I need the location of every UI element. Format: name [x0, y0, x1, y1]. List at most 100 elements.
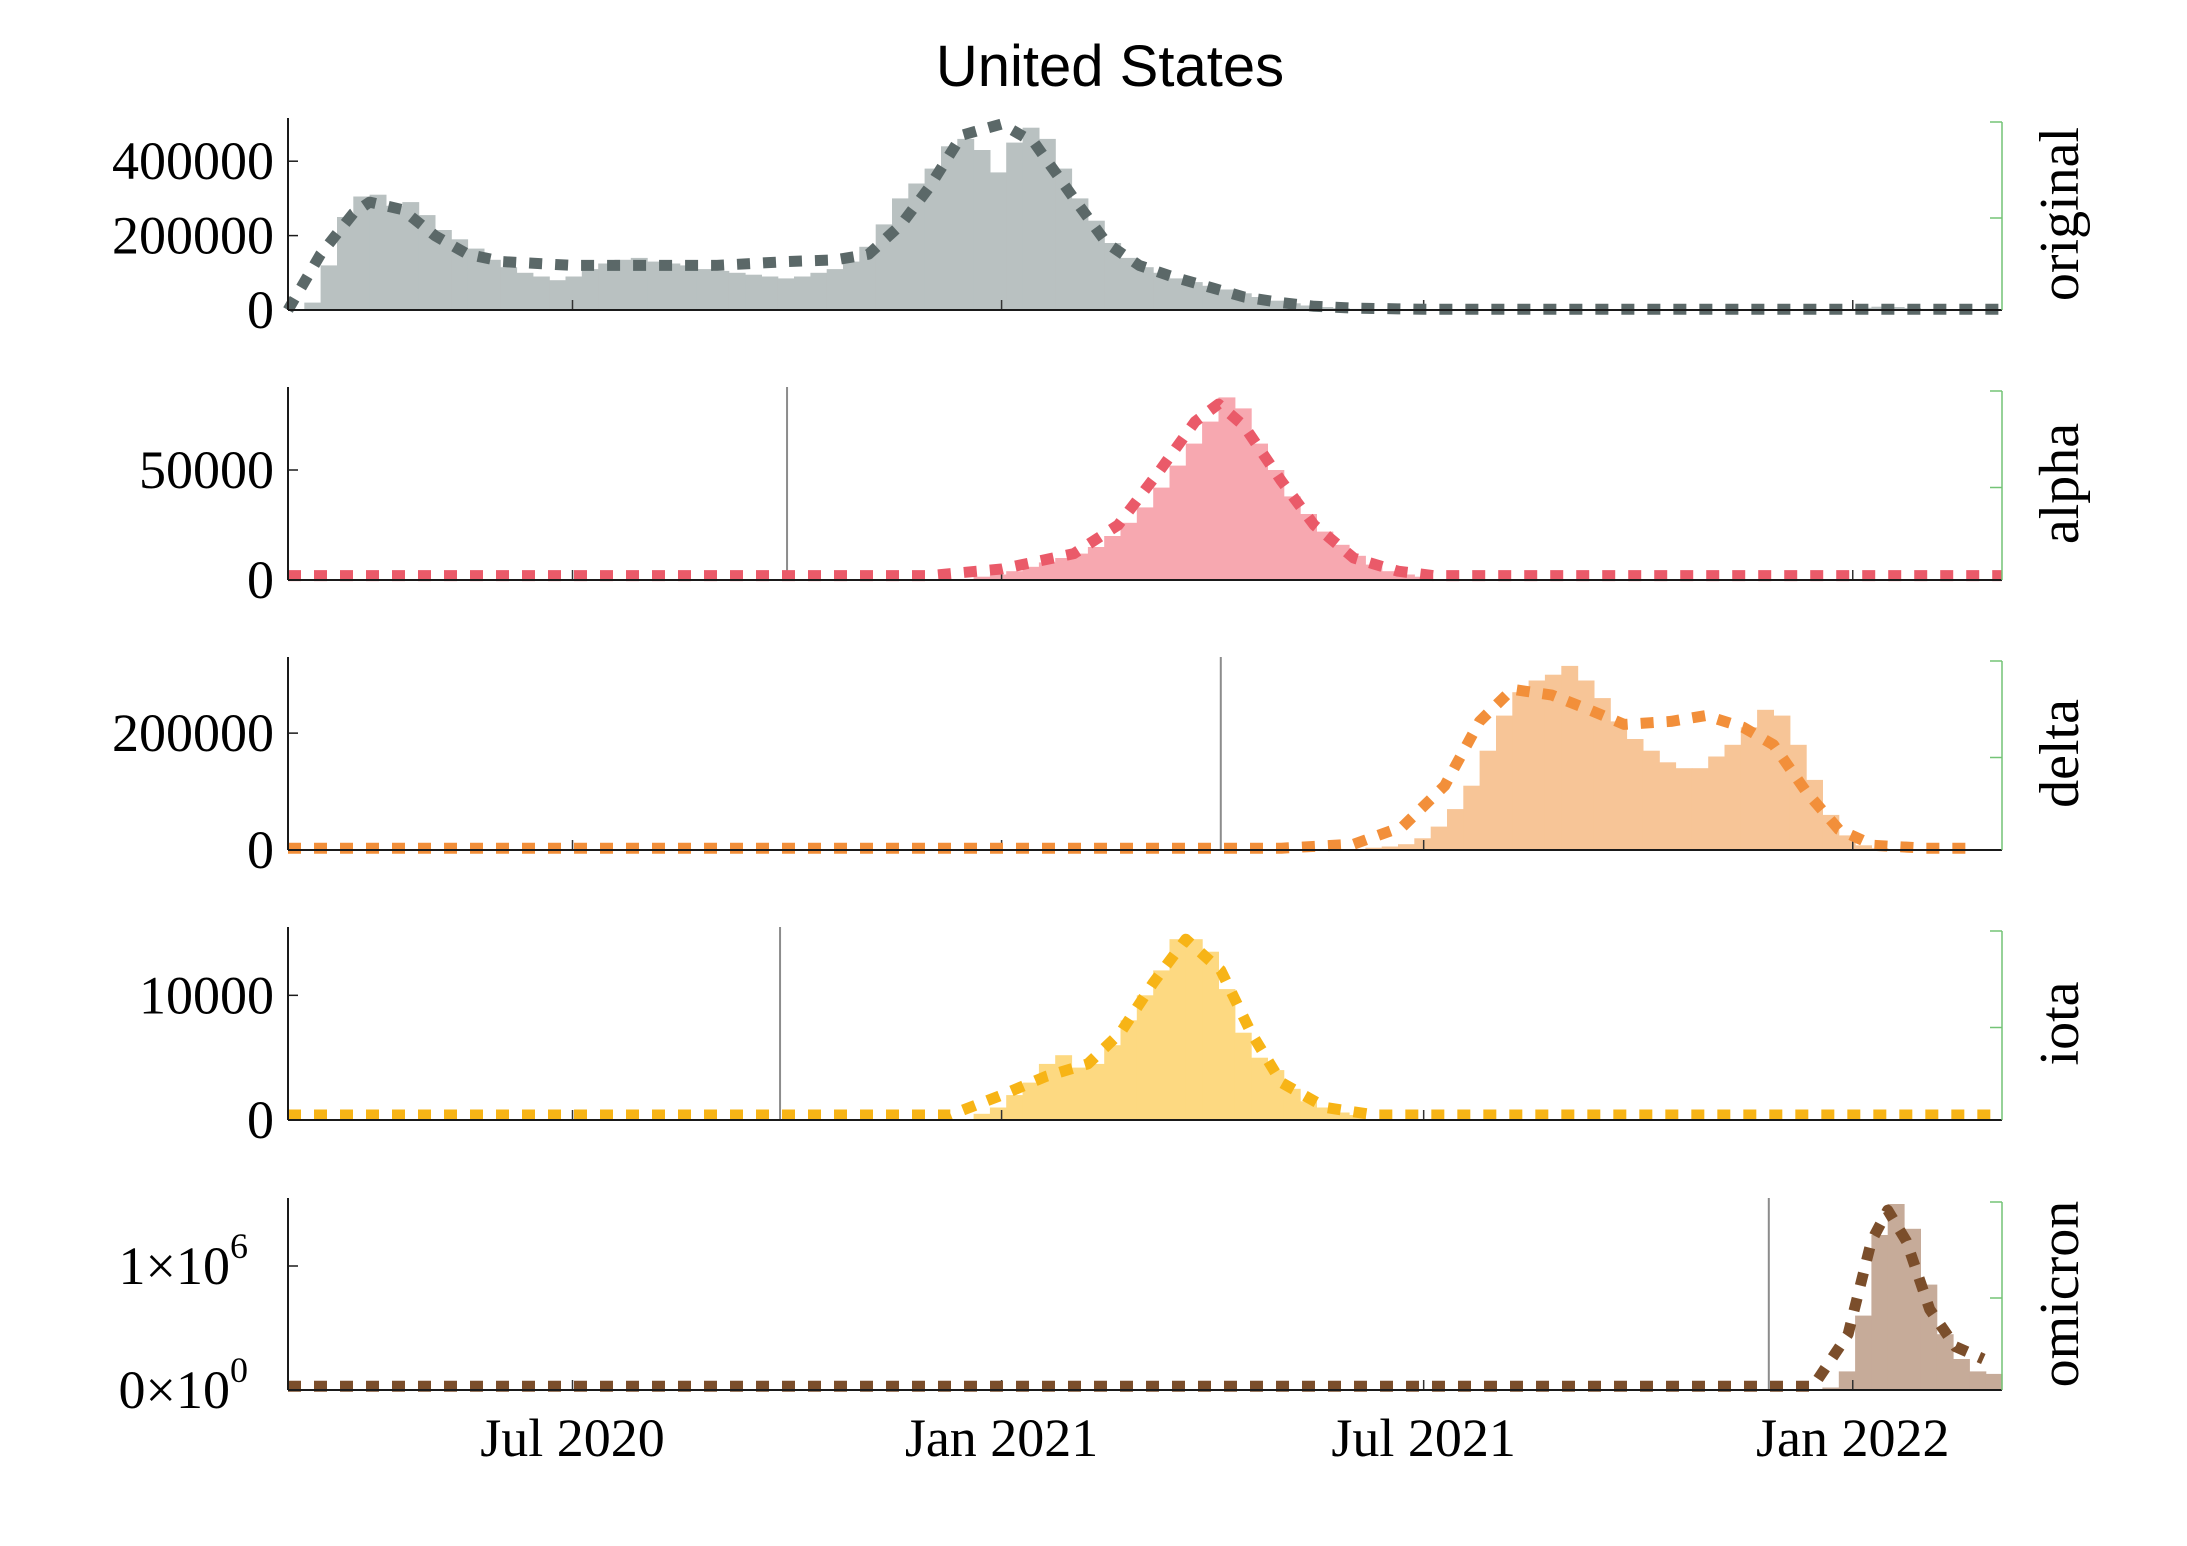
delta-bar [1610, 721, 1628, 850]
panel-iota: 0 10000 iota [139, 927, 2091, 1150]
delta-y-tick-label: 0 [247, 820, 274, 880]
x-tick-label: Jan 2022 [1756, 1408, 1949, 1468]
omicron-bar [1936, 1334, 1954, 1390]
iota-panel-label: iota [2029, 981, 2091, 1065]
alpha-bar [989, 574, 1007, 580]
alpha-bar [1218, 397, 1236, 580]
delta-bar [1463, 785, 1481, 850]
original-bar [1185, 282, 1203, 310]
original-bar [598, 263, 616, 310]
original-bar [957, 138, 975, 310]
original-bar [1120, 257, 1138, 310]
original-bar [989, 172, 1007, 310]
original-bar [337, 217, 354, 310]
iota-fit-line [288, 933, 2002, 1121]
original-bar [1153, 272, 1171, 310]
delta-bar [1724, 744, 1742, 850]
delta-bars [1365, 665, 1889, 851]
panel-alpha: 0 50000 alpha [139, 387, 2091, 610]
original-y-tick-label: 400000 [112, 131, 274, 191]
delta-bar [1561, 665, 1579, 850]
delta-bar [1414, 838, 1432, 850]
chart-title: United States [936, 34, 1284, 99]
delta-bar [1773, 715, 1791, 850]
panel-original: 0 200000 400000 original [112, 118, 2091, 340]
iota-bar [1087, 1063, 1105, 1120]
alpha-bar [1055, 558, 1073, 580]
delta-bar [1577, 680, 1595, 850]
omicron-bar [1838, 1371, 1856, 1390]
alpha-bar [1022, 566, 1040, 580]
iota-bar [1234, 1032, 1252, 1120]
omicron-y-tick-label: 0×100 [119, 1350, 248, 1420]
delta-bar [1659, 762, 1677, 850]
delta-bar [1855, 845, 1872, 850]
original-bar [1267, 300, 1285, 310]
omicron-bar [1904, 1228, 1921, 1390]
original-bar [532, 276, 550, 310]
original-bar [826, 269, 844, 310]
delta-panel-label: delta [2029, 699, 2091, 808]
original-bar [1136, 267, 1154, 310]
omicron-bar [1871, 1235, 1889, 1390]
omicron-bars [1822, 1204, 2003, 1390]
alpha-bar [1283, 496, 1301, 580]
iota-bar [1283, 1088, 1301, 1120]
iota-bar [1185, 939, 1203, 1120]
delta-bar [1806, 779, 1823, 850]
omicron-bar [1822, 1387, 1840, 1390]
original-bar [500, 267, 518, 310]
alpha-bar [1202, 421, 1219, 580]
x-axis: Jul 2020 Jan 2021 Jul 2021 Jan 2022 [480, 1408, 1949, 1468]
alpha-bars [973, 397, 1432, 580]
iota-y-tick-label: 0 [247, 1090, 274, 1150]
delta-bar [1789, 744, 1807, 850]
alpha-panel-label: alpha [2029, 423, 2091, 544]
alpha-bar [1038, 562, 1056, 580]
delta-bar [1691, 768, 1709, 850]
original-bar [581, 269, 599, 310]
original-bar [1038, 138, 1056, 310]
iota-bar [1006, 1095, 1024, 1120]
original-panel-label: original [2029, 127, 2091, 301]
panel-delta: 0 200000 delta [112, 657, 2091, 880]
original-bar [1087, 220, 1105, 310]
delta-bar [1757, 709, 1774, 851]
alpha-bar [1104, 536, 1122, 580]
alpha-bar [1153, 487, 1171, 580]
x-tick-label: Jan 2021 [905, 1408, 1098, 1468]
alpha-bar [1120, 522, 1138, 580]
iota-bar [1251, 1057, 1268, 1120]
original-bar [647, 261, 664, 310]
delta-bar [1544, 674, 1562, 850]
alpha-bar [1267, 470, 1285, 580]
alpha-bar [1332, 544, 1350, 580]
delta-bar [1398, 844, 1415, 850]
original-bar [663, 263, 681, 310]
alpha-bar [1185, 443, 1203, 580]
original-bar [385, 205, 403, 310]
omicron-bar [1969, 1371, 1987, 1390]
original-bar [369, 194, 387, 310]
delta-bar [1593, 698, 1611, 850]
iota-bar [989, 1107, 1007, 1120]
original-bar [761, 276, 779, 310]
delta-bar [1479, 750, 1497, 850]
original-bar [614, 259, 632, 310]
delta-bar [1447, 809, 1464, 850]
original-bar [549, 280, 567, 310]
delta-bar [1365, 847, 1383, 850]
iota-bar [1104, 1045, 1122, 1120]
original-bar [875, 224, 893, 310]
alpha-y-tick-label: 0 [247, 550, 274, 610]
original-bar [304, 302, 322, 310]
original-bar [1300, 305, 1317, 310]
delta-bar [1642, 750, 1660, 850]
iota-bar [1022, 1082, 1040, 1120]
original-bar [320, 265, 338, 310]
delta-bar [1496, 715, 1513, 850]
alpha-bar [1251, 443, 1268, 580]
original-bar [1169, 278, 1187, 310]
panels: 0 200000 400000 original 0 50000 alpha 0 200000 d… [112, 118, 2091, 1420]
